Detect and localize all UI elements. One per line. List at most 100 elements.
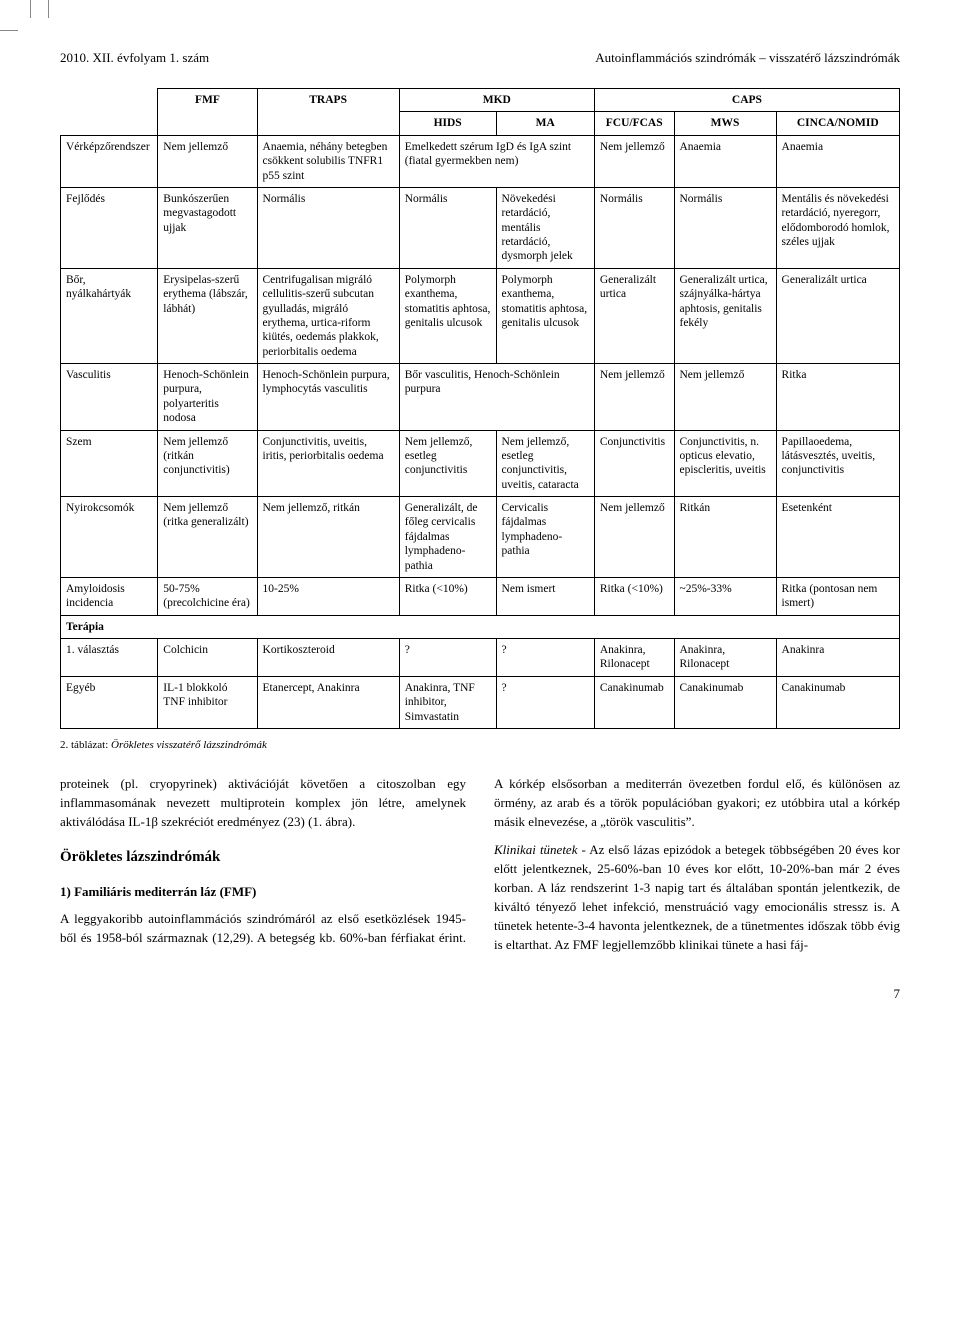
body-paragraph: Klinikai tünetek - Az első lázas epizódo… bbox=[494, 841, 900, 954]
header-right: Autoinflammációs szindrómák – visszatérő… bbox=[595, 50, 900, 66]
cell: Nem ismert bbox=[496, 577, 594, 615]
cell: Bőr vasculitis, Henoch-Schönlein purpura bbox=[399, 364, 594, 431]
th-fcu: FCU/FCAS bbox=[594, 112, 674, 135]
th-fmf: FMF bbox=[158, 89, 257, 136]
cell: Ritkán bbox=[674, 497, 776, 578]
cell: Nem jellemző (ritka generalizált) bbox=[158, 497, 257, 578]
row-label: Fejlődés bbox=[61, 187, 158, 268]
table-row: Szem Nem jellemző (ritkán conjunctivitis… bbox=[61, 430, 900, 497]
table-caption: 2. táblázat: Örökletes visszatérő lázszi… bbox=[60, 739, 900, 751]
cell: Cervicalis fájdalmas lymphadeno-pathia bbox=[496, 497, 594, 578]
cell: Canakinumab bbox=[594, 676, 674, 728]
header-left: 2010. XII. évfolyam 1. szám bbox=[60, 50, 209, 66]
caption-text: Örökletes visszatérő lázszindrómák bbox=[111, 739, 267, 751]
cell: Generalizált, de főleg cervicalis fájdal… bbox=[399, 497, 496, 578]
cell: Nem jellemző bbox=[674, 364, 776, 431]
table-section-row: Terápia bbox=[61, 615, 900, 638]
cell: Canakinumab bbox=[674, 676, 776, 728]
cell: Bunkószerűen megvastagodott ujjak bbox=[158, 187, 257, 268]
caption-prefix: 2. táblázat: bbox=[60, 739, 111, 751]
cell: Erysipelas-szerű erythema (lábszár, lábh… bbox=[158, 268, 257, 363]
cell: ? bbox=[496, 676, 594, 728]
cell: Polymorph exanthema, stomatitis aphtosa,… bbox=[399, 268, 496, 363]
cell: Generalizált urtica bbox=[776, 268, 899, 363]
cell: Emelkedett szérum IgD és IgA szint (fiat… bbox=[399, 135, 594, 187]
cell: Kortikoszteroid bbox=[257, 639, 399, 677]
cell: Nem jellemző, esetleg conjunctivitis bbox=[399, 430, 496, 497]
cell: ~25%-33% bbox=[674, 577, 776, 615]
cell: Conjunctivitis, n. opticus elevatio, epi… bbox=[674, 430, 776, 497]
cell: 50-75% (precolchicine éra) bbox=[158, 577, 257, 615]
cell: Ritka (<10%) bbox=[594, 577, 674, 615]
cell: 10-25% bbox=[257, 577, 399, 615]
cell: Ritka (<10%) bbox=[399, 577, 496, 615]
cell: Normális bbox=[594, 187, 674, 268]
row-label: Szem bbox=[61, 430, 158, 497]
th-empty bbox=[61, 89, 158, 136]
cell: Növekedési retardáció, mentális retardác… bbox=[496, 187, 594, 268]
cell: Henoch-Schönlein purpura, lymphocytás va… bbox=[257, 364, 399, 431]
cell: Ritka bbox=[776, 364, 899, 431]
cell: Anaemia, néhány betegben csökkent solubi… bbox=[257, 135, 399, 187]
cell: Anakinra bbox=[776, 639, 899, 677]
row-label: Amyloidosis incidencia bbox=[61, 577, 158, 615]
page-number: 7 bbox=[60, 986, 900, 1002]
cell: Papillaoedema, látásvesztés, uveitis, co… bbox=[776, 430, 899, 497]
table-row: Bőr, nyálkahártyák Erysipelas-szerű eryt… bbox=[61, 268, 900, 363]
row-label: Bőr, nyálkahártyák bbox=[61, 268, 158, 363]
cell: Anaemia bbox=[674, 135, 776, 187]
cell: Etanercept, Anakinra bbox=[257, 676, 399, 728]
row-label: Vérképzőrendszer bbox=[61, 135, 158, 187]
cell: Anaemia bbox=[776, 135, 899, 187]
syndrome-table: FMF TRAPS MKD CAPS HIDS MA FCU/FCAS MWS … bbox=[60, 88, 900, 729]
table-row: Nyirokcsomók Nem jellemző (ritka general… bbox=[61, 497, 900, 578]
table-row: Amyloidosis incidencia 50-75% (precolchi… bbox=[61, 577, 900, 615]
cell: Esetenként bbox=[776, 497, 899, 578]
cell: Conjunctivitis, uveitis, iritis, periorb… bbox=[257, 430, 399, 497]
cell: Generalizált urtica, szájnyálka-hártya a… bbox=[674, 268, 776, 363]
table-header-group: FMF TRAPS MKD CAPS bbox=[61, 89, 900, 112]
cell: Conjunctivitis bbox=[594, 430, 674, 497]
th-mkd: MKD bbox=[399, 89, 594, 112]
cell: ? bbox=[496, 639, 594, 677]
th-cinca: CINCA/NOMID bbox=[776, 112, 899, 135]
cell: Nem jellemző bbox=[158, 135, 257, 187]
cell: Polymorph exanthema, stomatitis aphtosa,… bbox=[496, 268, 594, 363]
table-body: Vérképzőrendszer Nem jellemző Anaemia, n… bbox=[61, 135, 900, 728]
cell: ? bbox=[399, 639, 496, 677]
cell: Nem jellemző bbox=[594, 497, 674, 578]
cell: Nem jellemző, ritkán bbox=[257, 497, 399, 578]
cell: IL-1 blokkoló TNF inhibitor bbox=[158, 676, 257, 728]
body-subheading: 1) Familiáris mediterrán láz (FMF) bbox=[60, 883, 466, 902]
body-text: proteinek (pl. cryopyrinek) aktivációját… bbox=[60, 775, 900, 956]
cell: Anakinra, TNF inhibitor, Simvastatin bbox=[399, 676, 496, 728]
table-row: Fejlődés Bunkószerűen megvastagodott ujj… bbox=[61, 187, 900, 268]
cell: Centrifugalisan migráló cellulitis-szerű… bbox=[257, 268, 399, 363]
body-heading: Örökletes lázszindrómák bbox=[60, 847, 466, 869]
th-hids: HIDS bbox=[399, 112, 496, 135]
section-label: Terápia bbox=[61, 615, 900, 638]
row-label: Nyirokcsomók bbox=[61, 497, 158, 578]
table-row: Egyéb IL-1 blokkoló TNF inhibitor Etaner… bbox=[61, 676, 900, 728]
running-header: 2010. XII. évfolyam 1. szám Autoinflammá… bbox=[60, 50, 900, 66]
cell: Ritka (pontosan nem ismert) bbox=[776, 577, 899, 615]
cell: Generalizált urtica bbox=[594, 268, 674, 363]
table-row: Vasculitis Henoch-Schönlein purpura, pol… bbox=[61, 364, 900, 431]
cell: Nem jellemző (ritkán conjunctivitis) bbox=[158, 430, 257, 497]
th-caps: CAPS bbox=[594, 89, 899, 112]
cell: Normális bbox=[399, 187, 496, 268]
body-paragraph: proteinek (pl. cryopyrinek) aktivációját… bbox=[60, 775, 466, 832]
cell: Anakinra, Rilonacept bbox=[594, 639, 674, 677]
cell: Normális bbox=[257, 187, 399, 268]
page: 2010. XII. évfolyam 1. szám Autoinflammá… bbox=[0, 0, 960, 1042]
cell: Henoch-Schönlein purpura, polyarteritis … bbox=[158, 364, 257, 431]
row-label: 1. választás bbox=[61, 639, 158, 677]
table-row: Vérképzőrendszer Nem jellemző Anaemia, n… bbox=[61, 135, 900, 187]
th-mws: MWS bbox=[674, 112, 776, 135]
th-traps: TRAPS bbox=[257, 89, 399, 136]
cell: Canakinumab bbox=[776, 676, 899, 728]
cell: Mentális és növekedési retardáció, nyere… bbox=[776, 187, 899, 268]
table-row: 1. választás Colchicin Kortikoszteroid ?… bbox=[61, 639, 900, 677]
th-ma: MA bbox=[496, 112, 594, 135]
cell: Nem jellemző bbox=[594, 135, 674, 187]
